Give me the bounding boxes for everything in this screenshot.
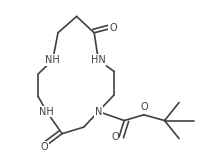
Text: O: O	[41, 142, 48, 152]
Text: NH: NH	[39, 107, 54, 116]
Text: O: O	[109, 23, 116, 33]
Text: O: O	[111, 132, 118, 142]
Text: O: O	[139, 102, 147, 112]
Text: HN: HN	[90, 55, 105, 65]
Text: N: N	[94, 107, 102, 116]
Text: NH: NH	[45, 55, 60, 65]
